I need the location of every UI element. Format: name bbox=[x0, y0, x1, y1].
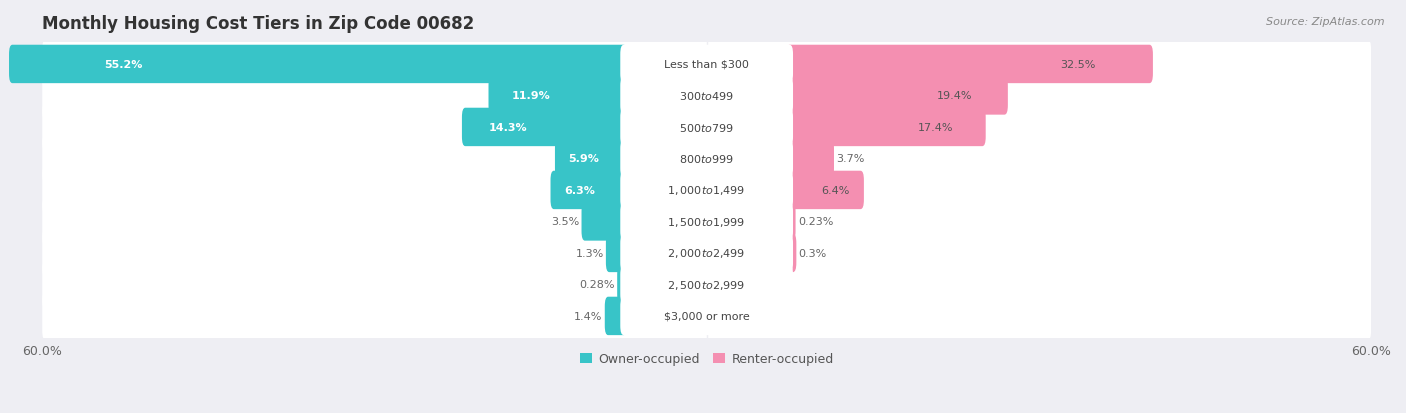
FancyBboxPatch shape bbox=[786, 171, 863, 210]
Text: 5.9%: 5.9% bbox=[568, 154, 599, 164]
Text: Less than $300: Less than $300 bbox=[664, 60, 749, 70]
FancyBboxPatch shape bbox=[42, 198, 1371, 246]
Text: $300 to $499: $300 to $499 bbox=[679, 90, 734, 102]
Legend: Owner-occupied, Renter-occupied: Owner-occupied, Renter-occupied bbox=[575, 347, 838, 370]
Text: 3.7%: 3.7% bbox=[837, 154, 865, 164]
FancyBboxPatch shape bbox=[551, 171, 627, 210]
Text: 3.5%: 3.5% bbox=[551, 217, 579, 227]
FancyBboxPatch shape bbox=[582, 203, 627, 241]
FancyBboxPatch shape bbox=[617, 266, 627, 304]
Text: $1,500 to $1,999: $1,500 to $1,999 bbox=[668, 216, 745, 228]
Text: 0.23%: 0.23% bbox=[797, 217, 834, 227]
Text: 11.9%: 11.9% bbox=[512, 91, 550, 101]
FancyBboxPatch shape bbox=[620, 109, 793, 147]
FancyBboxPatch shape bbox=[42, 292, 1371, 340]
FancyBboxPatch shape bbox=[42, 229, 1371, 278]
Text: 55.2%: 55.2% bbox=[104, 60, 142, 70]
FancyBboxPatch shape bbox=[620, 45, 793, 84]
Text: 19.4%: 19.4% bbox=[936, 91, 973, 101]
Text: $500 to $799: $500 to $799 bbox=[679, 122, 734, 134]
FancyBboxPatch shape bbox=[605, 297, 627, 335]
FancyBboxPatch shape bbox=[42, 166, 1371, 215]
Text: $3,000 or more: $3,000 or more bbox=[664, 311, 749, 321]
FancyBboxPatch shape bbox=[786, 45, 1153, 84]
Text: 0.28%: 0.28% bbox=[579, 280, 614, 290]
FancyBboxPatch shape bbox=[555, 140, 627, 178]
Text: 6.4%: 6.4% bbox=[821, 185, 851, 195]
FancyBboxPatch shape bbox=[620, 203, 793, 241]
FancyBboxPatch shape bbox=[620, 266, 793, 304]
FancyBboxPatch shape bbox=[620, 77, 793, 115]
Text: $2,000 to $2,499: $2,000 to $2,499 bbox=[668, 247, 745, 260]
FancyBboxPatch shape bbox=[42, 261, 1371, 309]
Text: 6.3%: 6.3% bbox=[564, 185, 595, 195]
Text: Source: ZipAtlas.com: Source: ZipAtlas.com bbox=[1267, 17, 1385, 26]
FancyBboxPatch shape bbox=[620, 234, 793, 273]
FancyBboxPatch shape bbox=[42, 103, 1371, 152]
FancyBboxPatch shape bbox=[786, 234, 796, 273]
FancyBboxPatch shape bbox=[42, 135, 1371, 183]
FancyBboxPatch shape bbox=[786, 140, 834, 178]
Text: Monthly Housing Cost Tiers in Zip Code 00682: Monthly Housing Cost Tiers in Zip Code 0… bbox=[42, 15, 474, 33]
FancyBboxPatch shape bbox=[786, 203, 796, 241]
FancyBboxPatch shape bbox=[463, 109, 627, 147]
FancyBboxPatch shape bbox=[606, 234, 627, 273]
Text: $800 to $999: $800 to $999 bbox=[679, 153, 734, 165]
FancyBboxPatch shape bbox=[786, 77, 1008, 115]
Text: 1.3%: 1.3% bbox=[575, 248, 603, 258]
Text: $1,000 to $1,499: $1,000 to $1,499 bbox=[668, 184, 745, 197]
FancyBboxPatch shape bbox=[8, 45, 627, 84]
Text: 14.3%: 14.3% bbox=[489, 123, 527, 133]
Text: 32.5%: 32.5% bbox=[1060, 60, 1095, 70]
Text: 1.4%: 1.4% bbox=[574, 311, 603, 321]
FancyBboxPatch shape bbox=[620, 297, 793, 335]
FancyBboxPatch shape bbox=[42, 72, 1371, 121]
FancyBboxPatch shape bbox=[620, 140, 793, 178]
Text: $2,500 to $2,999: $2,500 to $2,999 bbox=[668, 278, 745, 291]
FancyBboxPatch shape bbox=[42, 40, 1371, 89]
FancyBboxPatch shape bbox=[786, 109, 986, 147]
FancyBboxPatch shape bbox=[488, 77, 627, 115]
FancyBboxPatch shape bbox=[620, 171, 793, 210]
Text: 0.3%: 0.3% bbox=[799, 248, 827, 258]
Text: 17.4%: 17.4% bbox=[918, 123, 953, 133]
